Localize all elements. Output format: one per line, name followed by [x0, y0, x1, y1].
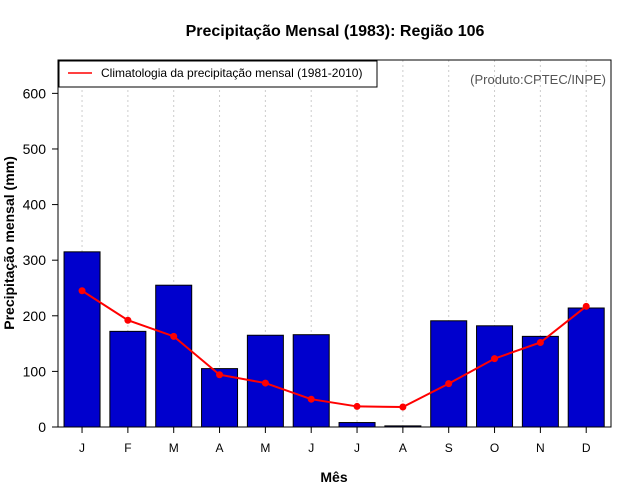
bar-12	[567, 307, 605, 428]
climatology-point-11	[536, 338, 544, 346]
bar-series	[63, 251, 605, 428]
climatology-point-4	[216, 371, 224, 379]
x-tick-label: A	[216, 441, 224, 455]
x-tick-label: F	[124, 441, 131, 455]
y-tick-label: 500	[23, 141, 47, 157]
legend: Climatologia da precipitação mensal (198…	[58, 60, 378, 88]
bar-10	[476, 325, 514, 428]
bar-7	[338, 422, 376, 428]
bar-1	[63, 251, 101, 428]
climatology-point-3	[170, 332, 178, 340]
x-tick-label: S	[445, 441, 453, 455]
climatology-point-10	[491, 355, 499, 363]
x-tick-label: J	[354, 441, 360, 455]
bar-4	[201, 368, 239, 428]
bar-3	[155, 284, 193, 428]
climatology-point-8	[399, 403, 407, 411]
legend-label: Climatologia da precipitação mensal (198…	[101, 66, 362, 80]
climatology-point-2	[124, 316, 132, 324]
climatology-point-9	[445, 380, 453, 388]
climatology-point-12	[582, 302, 590, 310]
y-tick-label: 0	[38, 419, 46, 435]
x-tick-label: M	[260, 441, 270, 455]
legend-box	[58, 60, 378, 88]
x-tick-label: N	[536, 441, 545, 455]
bar-11	[521, 335, 559, 428]
x-tick-label: O	[490, 441, 499, 455]
y-tick-label: 300	[23, 252, 47, 268]
climatology-point-7	[353, 402, 361, 410]
bar-2	[109, 330, 147, 428]
x-axis-label: Mês	[320, 469, 347, 485]
y-tick-label: 400	[23, 197, 47, 213]
climatology-point-5	[261, 379, 269, 387]
climatology-point-6	[307, 395, 315, 403]
climatology-line-series	[78, 287, 590, 411]
y-axis: 0 100 200 300 400 500 600	[23, 85, 58, 435]
x-tick-label: A	[399, 441, 407, 455]
y-tick-label: 600	[23, 85, 47, 101]
x-tick-label: J	[79, 441, 85, 455]
bar-6	[292, 334, 330, 428]
y-axis-label: Precipitação mensal (mm)	[1, 156, 17, 330]
y-tick-label: 200	[23, 308, 47, 324]
y-tick-label: 100	[23, 363, 47, 379]
chart-title: Precipitação Mensal (1983): Região 106	[186, 23, 485, 40]
x-tick-label: M	[169, 441, 179, 455]
x-tick-label: D	[582, 441, 591, 455]
plot-frame	[57, 59, 612, 428]
x-tick-label: J	[308, 441, 314, 455]
climatology-line	[81, 289, 587, 408]
credit-text: (Produto:CPTEC/INPE)	[470, 72, 606, 87]
bar-9	[430, 320, 468, 428]
climatology-point-1	[78, 287, 86, 295]
